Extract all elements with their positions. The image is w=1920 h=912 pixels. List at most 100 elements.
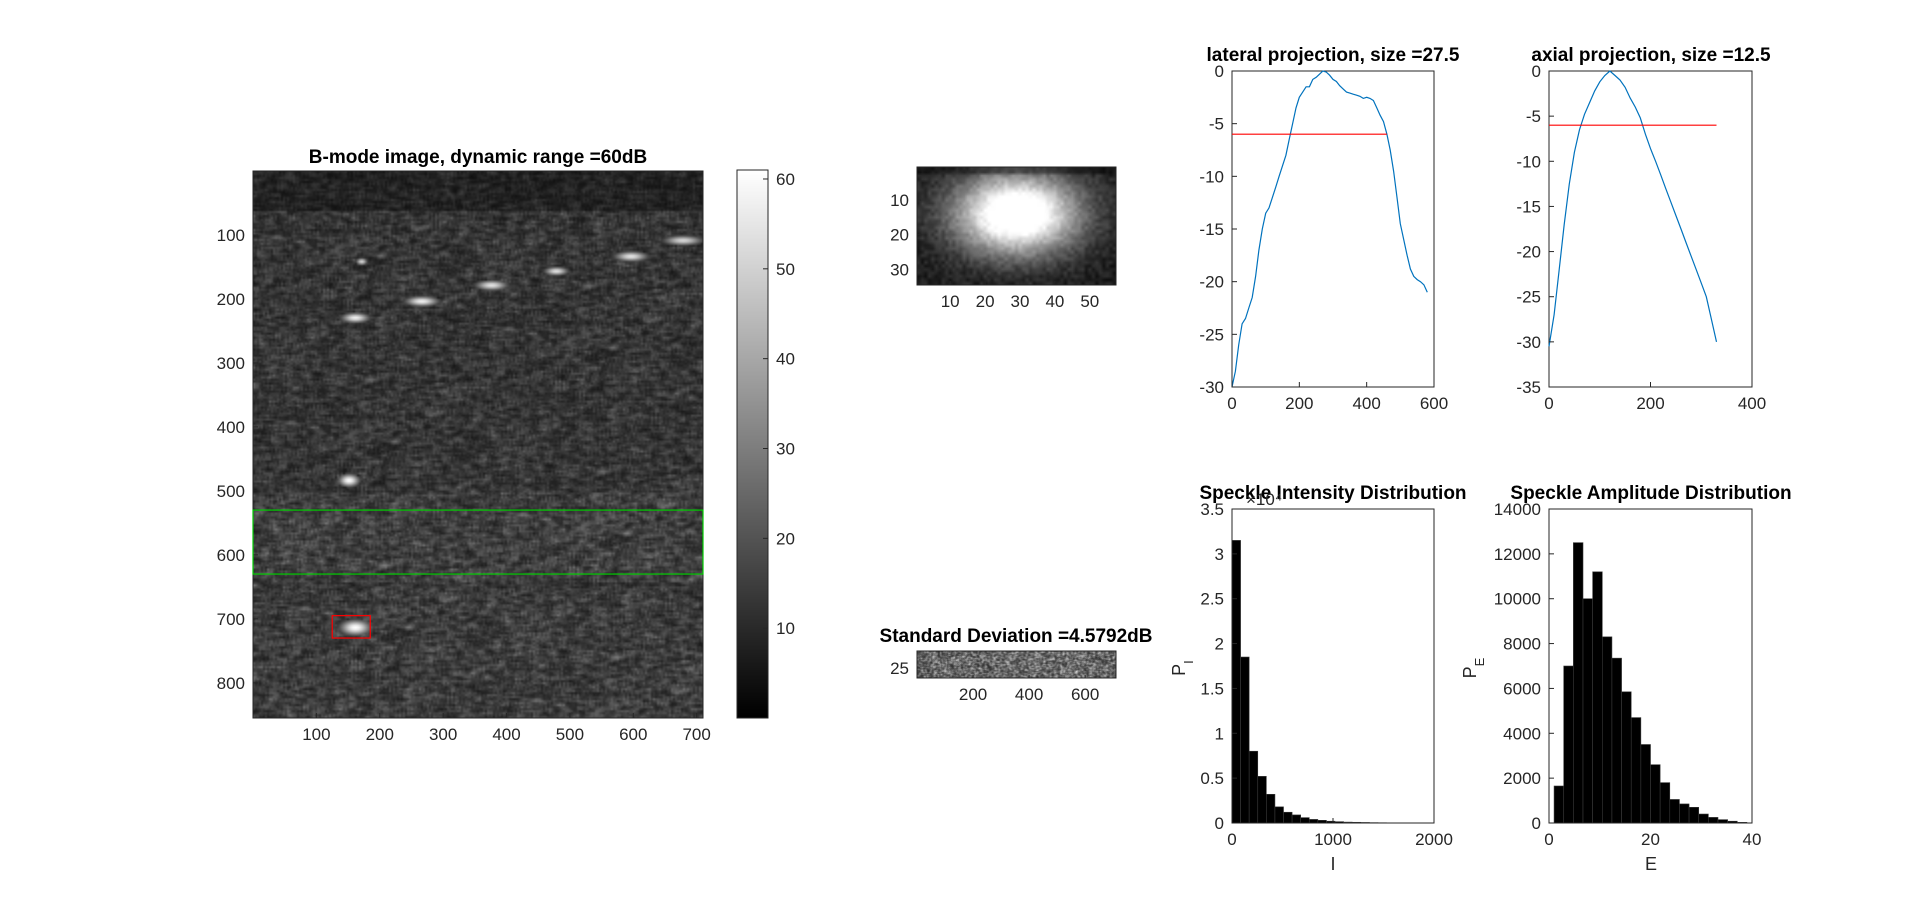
std-xtick-label: 200 [959, 685, 987, 704]
intensity-bar [1308, 819, 1319, 824]
lateral-series-line [1231, 70, 1428, 388]
amplitude-xtick-label: 20 [1641, 830, 1660, 849]
lateral-ytick-label: -10 [1199, 167, 1224, 186]
amplitude-x-ticks: 0 20 40 [1544, 818, 1761, 849]
amplitude-bar [1659, 782, 1671, 824]
intensity-xtick-label: 2000 [1415, 830, 1453, 849]
intensity-bars [1231, 540, 1404, 824]
axial-panel: axial projection, size =12.5 0 200 400 0 -5… [1516, 45, 1771, 413]
amplitude-y-ticks: 0 2000 4000 6000 8000 10000 12000 14000 [1494, 500, 1554, 833]
amplitude-ytick-label: 12000 [1494, 545, 1541, 564]
intensity-ytick-label: 2 [1215, 635, 1224, 654]
axial-xtick-label: 200 [1636, 394, 1664, 413]
bmode-ytick-label: 100 [217, 226, 245, 245]
bmode-xtick-label: 300 [429, 725, 457, 744]
axial-ytick-label: -30 [1516, 333, 1541, 352]
bmode-xtick-label: 500 [556, 725, 584, 744]
amplitude-xlabel: E [1645, 854, 1657, 874]
intensity-bar [1231, 540, 1241, 824]
bmode-title: B-mode image, dynamic range =60dB [309, 147, 647, 168]
intensity-bar [1266, 793, 1276, 824]
axial-ytick-label: -20 [1516, 243, 1541, 262]
crop-xtick-label: 50 [1080, 292, 1099, 311]
axial-plot [1548, 70, 1718, 347]
lateral-ytick-label: 0 [1215, 62, 1224, 81]
lateral-xtick-label: 0 [1227, 394, 1236, 413]
intensity-exponent: ×10⁴ [1246, 490, 1282, 509]
bmode-xtick-label: 700 [682, 725, 710, 744]
intensity-bar [1300, 817, 1310, 824]
lateral-xtick-label: 400 [1352, 394, 1380, 413]
amplitude-bar [1563, 665, 1574, 824]
intensity-x-ticks: 0 1000 2000 [1227, 818, 1453, 849]
bmode-ytick-label: 800 [217, 674, 245, 693]
intensity-xlabel: I [1330, 854, 1335, 874]
lateral-ytick-label: -25 [1199, 325, 1224, 344]
lateral-ytick-label: -30 [1199, 378, 1224, 397]
crop-image [917, 167, 1116, 285]
intensity-axes-box [1231, 508, 1435, 824]
amplitude-bar [1640, 744, 1651, 824]
crop-ytick-label: 10 [890, 191, 909, 210]
axial-ytick-label: -15 [1516, 197, 1541, 216]
intensity-ytick-label: 3 [1215, 545, 1224, 564]
amplitude-title: Speckle Amplitude Distribution [1510, 483, 1791, 504]
std-axes-box [916, 650, 1117, 679]
std-xtick-label: 400 [1015, 685, 1043, 704]
colorbar-tick-label: 30 [776, 439, 795, 458]
intensity-bar [1240, 656, 1250, 824]
std-panel: Standard Deviation =4.5792dB 200 400 600 2… [880, 626, 1153, 704]
intensity-ytick-label: 1.5 [1200, 679, 1224, 698]
bmode-ytick-label: 700 [217, 610, 245, 629]
intensity-ytick-label: 3.5 [1200, 500, 1224, 519]
intensity-xtick-label: 1000 [1314, 830, 1352, 849]
bmode-panel: B-mode image, dynamic range =60dB 100 200… [217, 147, 795, 744]
amplitude-ytick-label: 6000 [1503, 679, 1541, 698]
bmode-xtick-label: 100 [302, 725, 330, 744]
amplitude-bar [1669, 799, 1680, 824]
colorbar-tick-label: 40 [776, 350, 795, 369]
intensity-ylabel: PI [1169, 660, 1196, 676]
amplitude-bar [1573, 542, 1584, 824]
intensity-bar [1248, 750, 1259, 824]
amplitude-ytick-label: 2000 [1503, 769, 1541, 788]
amplitude-ytick-label: 0 [1532, 814, 1541, 833]
axial-series-line [1548, 70, 1718, 347]
bmode-roi-rect [331, 615, 371, 639]
intensity-xtick-label: 0 [1227, 830, 1236, 849]
amplitude-bar [1601, 636, 1613, 824]
amplitude-bar [1621, 691, 1632, 824]
axial-ytick-label: -10 [1516, 152, 1541, 171]
bmode-xtick-label: 200 [366, 725, 394, 744]
lateral-plot [1231, 70, 1428, 388]
intensity-y-ticks: 0 0.5 1 1.5 2 2.5 3 3.5 [1200, 500, 1237, 833]
lateral-panel: lateral projection, size =27.5 0 200 400 60… [1199, 45, 1459, 413]
amplitude-xtick-label: 40 [1743, 830, 1762, 849]
bmode-ytick-label: 500 [217, 482, 245, 501]
axial-xtick-label: 0 [1544, 394, 1553, 413]
colorbar-tick-label: 20 [776, 529, 795, 548]
intensity-bar [1274, 806, 1284, 824]
std-title: Standard Deviation =4.5792dB [880, 626, 1153, 647]
lateral-ytick-label: -5 [1209, 115, 1224, 134]
lateral-y-ticks: 0 -5 -10 -15 -20 -25 -30 [1199, 62, 1237, 397]
amplitude-bar [1611, 657, 1622, 824]
amplitude-ytick-label: 8000 [1503, 635, 1541, 654]
bmode-y-ticks: 100 200 300 400 500 600 700 800 [217, 226, 258, 693]
crop-xtick-label: 30 [1011, 292, 1030, 311]
axial-title: axial projection, size =12.5 [1531, 45, 1771, 66]
bmode-annotations [252, 509, 704, 639]
crop-y-ticks: 10 20 30 [890, 191, 921, 279]
amplitude-ytick-label: 14000 [1494, 500, 1541, 519]
axial-y-ticks: 0 -5 -10 -15 -20 -25 -30 -35 [1516, 62, 1554, 397]
intensity-ytick-label: 0 [1215, 814, 1224, 833]
amplitude-bar [1592, 571, 1603, 824]
crop-xtick-label: 40 [1045, 292, 1064, 311]
bmode-ytick-label: 600 [217, 546, 245, 565]
crop-axes-box [916, 166, 1117, 286]
intensity-bar [1257, 776, 1267, 824]
amplitude-bar [1708, 817, 1719, 824]
bmode-image [253, 171, 703, 718]
amplitude-bar [1582, 598, 1593, 824]
